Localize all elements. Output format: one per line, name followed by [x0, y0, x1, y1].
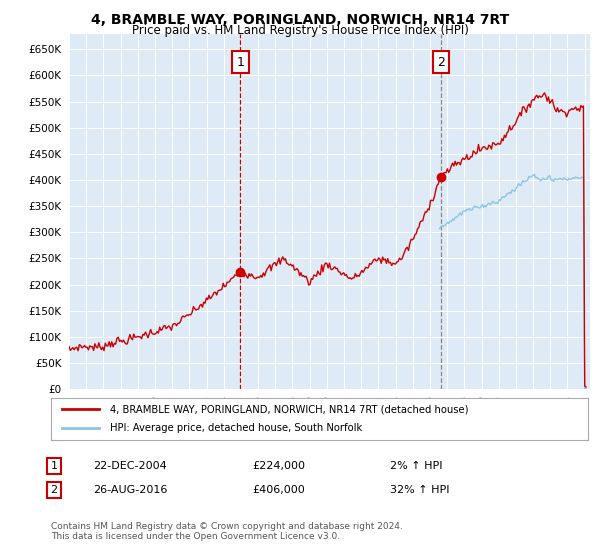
Text: Contains HM Land Registry data © Crown copyright and database right 2024.
This d: Contains HM Land Registry data © Crown c…	[51, 522, 403, 542]
Text: 2: 2	[50, 485, 58, 495]
Text: 4, BRAMBLE WAY, PORINGLAND, NORWICH, NR14 7RT (detached house): 4, BRAMBLE WAY, PORINGLAND, NORWICH, NR1…	[110, 404, 469, 414]
Text: 22-DEC-2004: 22-DEC-2004	[93, 461, 167, 471]
Text: 32% ↑ HPI: 32% ↑ HPI	[390, 485, 449, 495]
Text: 1: 1	[50, 461, 58, 471]
Text: 26-AUG-2016: 26-AUG-2016	[93, 485, 167, 495]
Text: Price paid vs. HM Land Registry's House Price Index (HPI): Price paid vs. HM Land Registry's House …	[131, 24, 469, 37]
Text: £224,000: £224,000	[252, 461, 305, 471]
Text: 4, BRAMBLE WAY, PORINGLAND, NORWICH, NR14 7RT: 4, BRAMBLE WAY, PORINGLAND, NORWICH, NR1…	[91, 13, 509, 27]
Text: 1: 1	[236, 56, 244, 69]
Text: 2% ↑ HPI: 2% ↑ HPI	[390, 461, 443, 471]
Text: 2: 2	[437, 56, 445, 69]
Text: HPI: Average price, detached house, South Norfolk: HPI: Average price, detached house, Sout…	[110, 423, 362, 433]
Text: £406,000: £406,000	[252, 485, 305, 495]
